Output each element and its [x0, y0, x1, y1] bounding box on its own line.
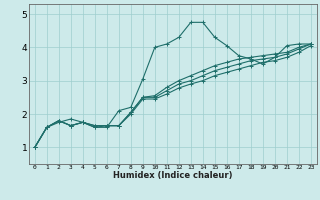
X-axis label: Humidex (Indice chaleur): Humidex (Indice chaleur)	[113, 171, 233, 180]
